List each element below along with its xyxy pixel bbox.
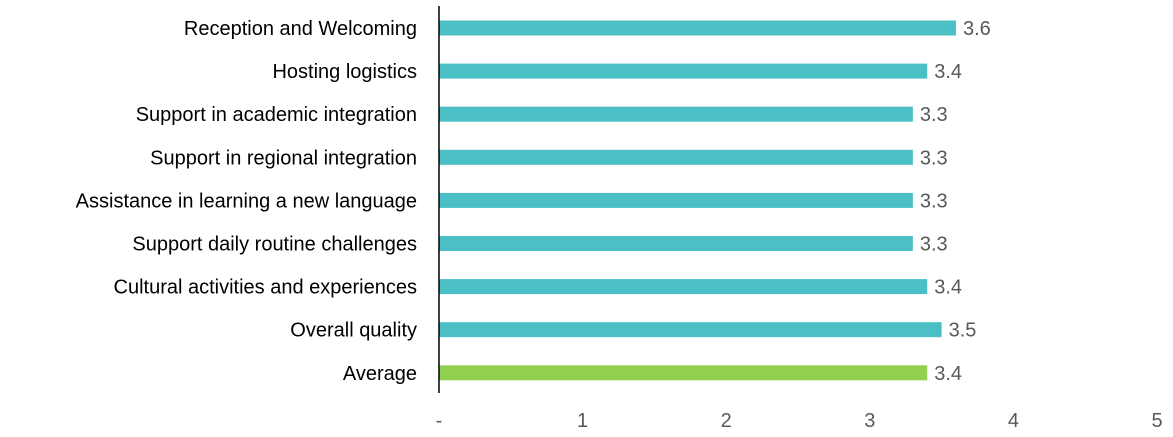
- bar: [439, 149, 913, 165]
- bars-group: [439, 20, 956, 381]
- category-label: Reception and Welcoming: [184, 18, 417, 40]
- x-tick-label: 2: [721, 410, 732, 432]
- bar: [439, 322, 942, 338]
- category-label: Assistance in learning a new language: [76, 190, 417, 212]
- bar: [439, 106, 913, 122]
- category-label: Hosting logistics: [272, 61, 417, 83]
- data-label: 3.3: [920, 234, 948, 256]
- data-label: 3.3: [920, 190, 948, 212]
- bar: [439, 279, 928, 295]
- data-label: 3.5: [949, 320, 977, 342]
- bar: [439, 63, 928, 79]
- category-label: Cultural activities and experiences: [114, 277, 418, 299]
- category-labels-group: Reception and Welcoming Hosting logistics…: [76, 18, 417, 385]
- data-label: 3.4: [934, 277, 962, 299]
- x-tick-label: 5: [1151, 410, 1162, 432]
- value-labels-group: 3.63.43.33.33.33.33.43.53.4: [920, 18, 991, 385]
- category-label: Support in regional integration: [150, 147, 417, 169]
- x-tick-label: -: [436, 410, 443, 432]
- data-label: 3.3: [920, 147, 948, 169]
- bar: [439, 20, 956, 36]
- data-label: 3.4: [934, 363, 962, 385]
- x-tick-label: 4: [1008, 410, 1019, 432]
- bar: [439, 192, 913, 208]
- category-label: Overall quality: [290, 320, 417, 342]
- category-label: Support in academic integration: [136, 104, 417, 126]
- x-tick-label: 1: [577, 410, 588, 432]
- data-label: 3.4: [934, 61, 962, 83]
- data-label: 3.3: [920, 104, 948, 126]
- category-label: Support daily routine challenges: [132, 234, 417, 256]
- x-tick-labels-group: - 1 2 3 4 5: [436, 410, 1163, 432]
- x-tick-label: 3: [864, 410, 875, 432]
- data-label: 3.6: [963, 18, 991, 40]
- category-label: Average: [343, 363, 417, 385]
- bar: [439, 236, 913, 251]
- bar: [439, 365, 928, 381]
